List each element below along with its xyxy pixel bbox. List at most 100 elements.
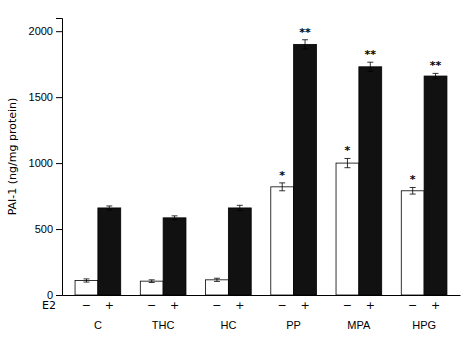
significance-marker: * [410, 173, 416, 186]
error-bar-cap [172, 215, 178, 216]
x-tick: HC [220, 319, 236, 331]
error-bar-cap [302, 39, 308, 40]
error-bar-cap [237, 205, 243, 206]
series-sign: + [431, 299, 440, 312]
series-sign: + [235, 299, 244, 312]
error-bar-line [412, 187, 413, 194]
x-tick-label: PP [286, 319, 301, 331]
bar [206, 280, 229, 295]
error-bar [237, 205, 243, 210]
x-tick-label: C [94, 319, 102, 331]
series-sign: − [212, 299, 221, 312]
series-sign: − [82, 299, 91, 312]
y-tick-label: 1500 [29, 91, 53, 103]
y-tick: 500 [35, 223, 62, 235]
error-bar [279, 183, 285, 191]
error-bar-cap [83, 278, 89, 279]
error-bar-cap [214, 281, 220, 282]
y-tick-mark [56, 163, 62, 164]
error-bar-cap [433, 73, 439, 74]
y-tick-mark [56, 31, 62, 32]
marks [75, 40, 447, 295]
x-tick: THC [152, 319, 175, 331]
error-bar [344, 158, 350, 167]
series-sign: − [343, 299, 352, 312]
series-sign: − [278, 299, 287, 312]
x-tick-label: HC [220, 319, 236, 331]
y-tick: 1000 [29, 157, 62, 169]
error-bar-line [174, 216, 175, 220]
error-bar-cap [106, 209, 112, 210]
error-bar-cap [302, 48, 308, 49]
y-tick-mark [56, 295, 62, 296]
error-bar-line [305, 40, 306, 49]
error-bar-line [347, 158, 348, 167]
y-tick: 1500 [29, 91, 62, 103]
series-sign: + [170, 299, 179, 312]
series-sign: − [408, 299, 417, 312]
y-tick-mark [56, 97, 62, 98]
error-bar-cap [433, 78, 439, 79]
error-bar [83, 279, 89, 282]
error-bar-cap [410, 187, 416, 188]
y-tick-label: 500 [35, 223, 53, 235]
error-bar-cap [106, 205, 112, 206]
error-bar [172, 216, 178, 220]
x-tick: HPG [412, 319, 436, 331]
error-bar-line [216, 278, 217, 281]
error-bar-cap [83, 282, 89, 283]
error-bar-cap [344, 167, 350, 168]
bar [271, 187, 294, 295]
x-tick-label: THC [152, 319, 175, 331]
error-bar-cap [149, 282, 155, 283]
bar [163, 218, 186, 295]
error-bar [106, 206, 112, 210]
bar [75, 280, 98, 295]
error-bar-line [109, 206, 110, 210]
x-tick-label: MPA [347, 319, 371, 331]
significance-marker: * [345, 144, 351, 157]
error-bar-cap [279, 190, 285, 191]
error-bar [302, 40, 308, 49]
error-bar [367, 62, 373, 71]
chart: 0500100015002000CTHCHCPPMPAHPGPAI-1 (ng/… [0, 0, 474, 363]
bar [359, 67, 382, 295]
bar [98, 208, 121, 295]
bar [401, 191, 424, 295]
bar [336, 163, 359, 295]
y-tick-label: 2000 [29, 25, 53, 37]
significance-marker: * [279, 169, 285, 182]
x-tick: C [94, 319, 102, 331]
error-bar-cap [344, 158, 350, 159]
error-bar-line [86, 279, 87, 282]
y-axis: 0500100015002000 [29, 19, 63, 302]
series-sign: − [147, 299, 156, 312]
series-sign: + [366, 299, 375, 312]
x-axis: C THC HC PP MPA HPG [63, 296, 461, 331]
significance-marker: ** [430, 59, 442, 72]
error-bar-line [239, 205, 240, 210]
error-bar [410, 187, 416, 194]
series-sign: + [105, 299, 114, 312]
error-bar-line [370, 62, 371, 71]
significance-marker: ** [365, 48, 377, 61]
x-axis-line [63, 295, 461, 296]
error-bar-cap [237, 210, 243, 211]
x-tick: MPA [347, 319, 371, 331]
error-bar [433, 73, 439, 78]
error-bar-cap [410, 194, 416, 195]
error-bar-cap [367, 62, 373, 63]
bar [228, 208, 251, 295]
x-tick-label: HPG [412, 319, 436, 331]
y-tick-mark [56, 229, 62, 230]
error-bar-cap [279, 182, 285, 183]
error-bar-line [282, 183, 283, 191]
labels: −−−*−*−*−+++**+**+**+E2 [42, 26, 441, 312]
error-bar [149, 280, 155, 283]
bar-series [98, 40, 447, 295]
plot: 0500100015002000CTHCHCPPMPAHPGPAI-1 (ng/… [6, 19, 461, 331]
y-tick: 2000 [29, 25, 62, 37]
y-axis-line [56, 19, 63, 296]
significance-marker: ** [299, 26, 311, 39]
error-bar-cap [214, 278, 220, 279]
